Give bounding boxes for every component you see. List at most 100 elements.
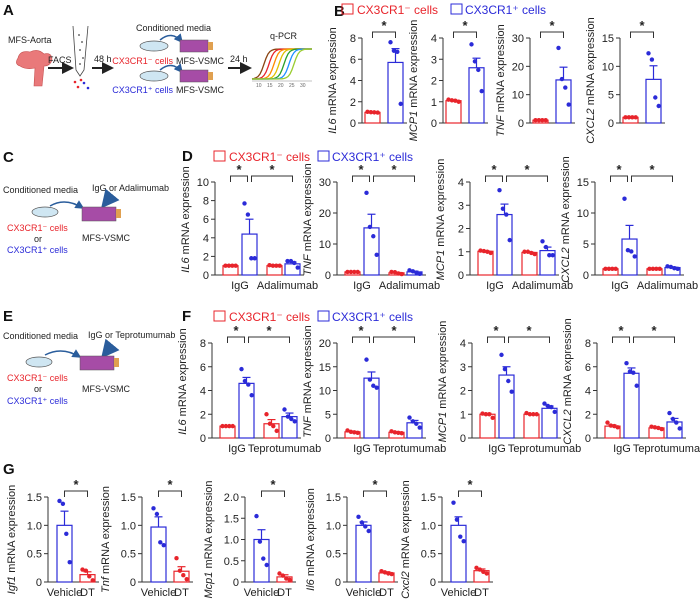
category-label: Vehicle [346,587,381,599]
category-label: Vehicle [47,587,82,599]
y-tick-label: 2 [200,409,206,421]
significance-star: * [493,323,499,338]
panel-e-schematic: Conditioned media IgG or Teprotumumab CX… [3,330,175,406]
neg-cells-label: CX3CR1⁻ cells [112,56,173,66]
data-point [267,263,272,268]
data-point [368,109,374,115]
bar-pos [355,524,372,583]
data-point [379,569,384,574]
data-point [670,416,676,422]
y-tick-label: 4 [460,338,466,350]
data-point [233,263,238,268]
data-point [532,251,537,257]
bar-pos [387,61,404,124]
legend-f: CX3CR1⁻ cells CX3CR1⁺ cells [213,310,413,324]
y-tick-label: 5 [325,409,331,421]
data-point [242,201,247,206]
y-tick-label: 10 [319,239,331,251]
curved-arrow-icon [159,33,183,44]
significance-star: * [491,162,497,177]
significance-star: * [391,323,397,338]
data-point [392,430,398,435]
data-point [249,393,254,398]
data-point [481,569,486,574]
data-point [230,263,235,268]
data-point [453,98,458,103]
qpcr-tick: 25 [289,83,295,89]
y-axis-label-gene: MCP1 [408,111,420,142]
chart-d-mcp1: 0 1 2 3 4 MCP1 mRNA expression * * IgG Adalimumab [435,159,573,292]
y-tick-label: 0 [608,118,614,130]
significance-star: * [616,162,622,177]
data-point [348,429,354,435]
vsmc-label: MFS-VSMC [176,85,224,95]
facs-label: FACS [48,55,72,65]
y-tick-label: 30 [512,33,524,45]
qpcr-curve [251,48,312,80]
significance-bracket [540,31,564,38]
data-point [675,266,680,271]
y-tick-label: 1 [431,97,437,109]
data-point [667,410,672,416]
category-label: IgG [231,280,249,292]
chart-d-il6: 0 2 4 6 8 10 IL6 mRNA expression * * IgG Adalimuma… [180,162,318,292]
data-point [355,269,360,275]
data-point [507,237,512,243]
data-point [261,556,266,561]
data-point [533,117,538,123]
significance-star: * [618,323,624,338]
curved-arrow-icon [49,200,85,209]
data-point [292,260,297,266]
legend-d: CX3CR1⁻ cells CX3CR1⁺ cells [213,150,413,164]
data-point [484,571,489,576]
bar-pos [450,524,467,583]
panel-label-f: F [182,308,191,325]
data-point [499,352,504,358]
significance-star: * [358,162,364,177]
bar-pos [241,233,258,276]
y-tick-label: 1.0 [326,520,341,532]
significance-star: * [549,18,555,33]
category-label: IgG [488,443,506,455]
qpcr-curve [252,48,312,80]
data-point [365,109,370,115]
data-point [295,265,300,270]
legend-label-neg: CX3CR1⁻ cells [229,150,310,164]
y-axis-label-text: mRNA expression [203,481,215,572]
data-point [352,269,357,275]
data-point [480,411,485,416]
qpcr-curve [252,48,312,80]
bar-pos [406,422,423,439]
y-tick-label: 4 [350,76,356,88]
flask-cap-icon [208,72,213,80]
y-axis-label-gene: Mcp1 [203,572,215,599]
data-point [242,378,248,384]
data-point [64,531,69,537]
significance-bracket [158,490,182,497]
y-axis-label-text: mRNA expression [585,17,597,108]
data-point [398,101,403,107]
legend-swatch-neg [213,150,226,162]
data-point [83,568,89,573]
charts: 0 2 4 6 8 IL6 mRNA expression * 0 1 2 3 4 MCP1 mRNA … [6,17,700,599]
y-tick-label: 0 [203,270,209,282]
y-tick-label: 0 [325,433,331,445]
panel-label-e: E [3,308,13,325]
y-axis-label-text: mRNA expression [180,166,192,257]
y-tick-label: 1 [460,409,466,421]
y-tick-label: 1.0 [421,520,436,532]
chart-b-il6: 0 2 4 6 8 IL6 mRNA expression * [327,18,407,134]
data-point [549,404,554,410]
data-point [469,42,474,47]
significance-star: * [269,162,275,177]
data-point [348,269,354,275]
flask-icon [81,206,117,222]
data-point [356,514,361,520]
y-axis-label-text: mRNA expression [302,163,314,254]
category-label: Teprotumumab [633,443,700,455]
chart-b-mcp1: 0 1 2 3 4 MCP1 mRNA expression * [408,18,488,141]
data-point [67,559,72,565]
data-point [158,540,163,545]
y-tick-label: 1 [458,247,464,259]
significance-star: * [649,162,655,177]
